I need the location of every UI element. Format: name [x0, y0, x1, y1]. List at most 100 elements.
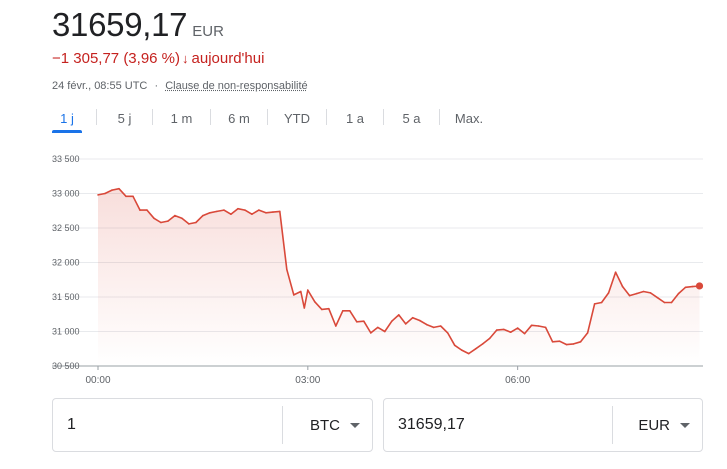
data-point — [293, 294, 295, 296]
data-point — [104, 192, 106, 195]
change-amount: −1 305,77 (3,96 %) — [52, 50, 181, 67]
y-tick-label: 31 000 — [52, 327, 80, 337]
tab-divider — [383, 109, 384, 125]
data-point — [572, 343, 575, 345]
data-point — [202, 214, 204, 217]
data-point — [146, 209, 148, 211]
data-point — [349, 310, 351, 312]
down-arrow-icon: ↓ — [182, 51, 189, 66]
data-point — [439, 325, 442, 327]
data-point — [684, 286, 687, 289]
tab-ytd[interactable]: YTD — [284, 111, 310, 126]
x-axis-labels: 00:00 03:00 06:00 — [85, 366, 531, 386]
data-point — [558, 340, 561, 342]
data-point — [153, 217, 155, 220]
data-point — [474, 348, 477, 350]
data-point — [209, 212, 211, 214]
tab-1-day[interactable]: 1 j — [52, 105, 82, 133]
data-point — [118, 187, 120, 190]
x-tick-label: 03:00 — [295, 375, 320, 386]
data-point — [551, 341, 554, 343]
data-point — [544, 326, 547, 329]
data-point — [467, 352, 470, 355]
timestamp: 24 févr., 08:55 UTC — [52, 80, 148, 92]
tab-5-years[interactable]: 5 a — [402, 111, 421, 126]
tab-5-days[interactable]: 5 j — [117, 111, 132, 126]
y-tick-label: 33 500 — [52, 154, 80, 164]
converter-to: 31659,17 EUR — [383, 398, 703, 452]
data-point — [132, 195, 134, 198]
data-point — [342, 310, 344, 312]
tab-1-year[interactable]: 1 a — [345, 111, 365, 126]
data-point — [523, 332, 526, 335]
tab-max[interactable]: Max. — [454, 111, 484, 126]
data-point — [303, 307, 306, 309]
price-currency: EUR — [192, 23, 224, 40]
dropdown-caret-icon — [680, 422, 690, 428]
tab-divider — [96, 109, 97, 125]
price-header: 31659,17 EUR — [52, 6, 224, 44]
data-point — [307, 289, 309, 291]
data-point — [516, 327, 519, 329]
data-point — [614, 271, 617, 273]
current-price-dot[interactable] — [695, 282, 704, 290]
data-point — [663, 301, 666, 304]
tab-6-months[interactable]: 6 m — [228, 111, 250, 126]
meta-separator: · — [154, 80, 159, 92]
data-point — [432, 326, 435, 329]
data-point — [97, 194, 99, 196]
data-point — [237, 207, 239, 210]
data-point — [195, 221, 197, 224]
data-point — [670, 301, 673, 304]
data-point — [677, 292, 680, 295]
data-point — [621, 285, 624, 288]
y-tick-label: 31 500 — [52, 292, 80, 302]
tab-1-month[interactable]: 1 m — [170, 111, 193, 126]
x-tick-label: 06:00 — [505, 375, 530, 386]
data-point — [593, 303, 596, 305]
price-chart[interactable]: 30 500 31 000 31 500 32 000 32 500 33 000 33 5… — [0, 140, 727, 390]
tab-divider — [210, 109, 211, 125]
price-change: −1 305,77 (3,96 %) ↓ aujourd'hui — [52, 50, 264, 67]
data-point — [398, 314, 400, 316]
to-unit-select[interactable]: EUR — [612, 406, 702, 444]
data-point — [453, 344, 456, 347]
from-unit-select[interactable]: BTC — [282, 406, 372, 444]
from-unit-label: BTC — [310, 416, 340, 434]
data-point — [111, 189, 113, 191]
y-tick-label: 32 000 — [52, 258, 80, 268]
from-amount-input[interactable]: 1 — [67, 416, 76, 433]
to-unit-label: EUR — [638, 416, 670, 434]
dropdown-caret-icon — [350, 422, 360, 428]
change-period: aujourd'hui — [191, 50, 265, 67]
data-point — [377, 326, 379, 329]
x-tick-label: 00:00 — [85, 375, 110, 386]
tab-divider — [439, 109, 440, 125]
data-point — [223, 209, 225, 211]
data-point — [691, 285, 694, 288]
data-point — [537, 325, 540, 327]
data-point — [188, 223, 190, 225]
data-point — [530, 324, 533, 327]
data-point — [481, 343, 484, 345]
data-point — [314, 301, 316, 303]
data-point — [509, 331, 512, 333]
data-point — [391, 320, 393, 322]
timestamp-row: 24 févr., 08:55 UTC · Clause de non-resp… — [52, 80, 308, 92]
data-point — [425, 323, 428, 326]
data-point — [607, 292, 610, 294]
current-price: 31659,17 — [52, 6, 188, 43]
data-point — [628, 294, 631, 297]
data-point — [216, 210, 218, 213]
to-amount-input[interactable]: 31659,17 — [398, 416, 465, 433]
data-point — [649, 292, 652, 294]
data-point — [125, 195, 127, 198]
data-point — [258, 209, 260, 211]
data-point — [370, 332, 372, 334]
data-point — [356, 321, 358, 323]
data-point — [418, 319, 421, 322]
data-point — [488, 337, 491, 340]
data-point — [495, 329, 498, 331]
disclaimer-link[interactable]: Clause de non-responsabilité — [165, 80, 308, 92]
data-point — [265, 212, 267, 214]
